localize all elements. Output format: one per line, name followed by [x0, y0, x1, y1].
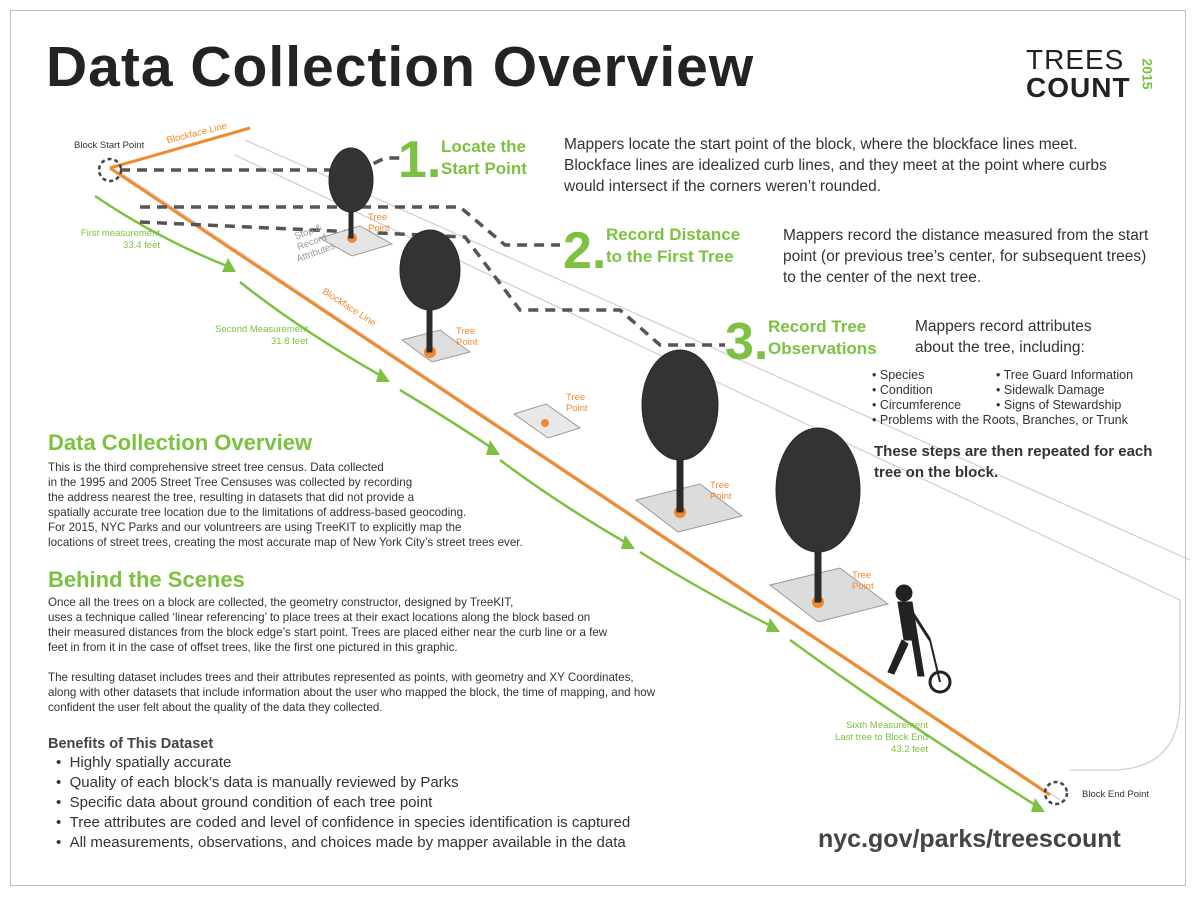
logo-word-count: COUNT — [1026, 72, 1131, 103]
attribute-stewardship: • Signs of Stewardship — [996, 398, 1122, 412]
benefits-heading: Benefits of This Dataset — [48, 736, 214, 752]
attributes-right-list: • Tree Guard Information • Sidewalk Dama… — [996, 368, 1133, 413]
step-2-title: Record Distance to the First Tree — [606, 224, 740, 268]
attribute-species: • Species — [872, 368, 925, 382]
step-2-title-line1: Record Distance — [606, 225, 741, 244]
behind-line: along with other datasets that include i… — [48, 686, 656, 699]
overview-paragraph: This is the third comprehensive street t… — [48, 460, 608, 550]
step-2-number: 2. — [563, 222, 607, 280]
block-end-label: Block End Point — [1082, 789, 1150, 800]
behind-line: Once all the trees on a block are collec… — [48, 596, 514, 609]
measurement-2: Second Measurement 31.8 feet — [186, 324, 308, 348]
list-item: • Highly spatially accurate — [56, 754, 232, 771]
attribute-condition: • Condition — [872, 383, 933, 397]
measurement-strokes — [94, 194, 1041, 810]
behind-line: The resulting dataset includes trees and… — [48, 671, 634, 684]
measurement-1: First measurement 33.4 feet — [40, 228, 160, 252]
page-frame — [10, 10, 1186, 886]
behind-heading: Behind the Scenes — [48, 567, 245, 592]
overview-line: the address nearest the tree, resulting … — [48, 491, 415, 504]
measurement-1-value: 33.4 feet — [123, 240, 160, 251]
behind-line: their measured distances from the block … — [48, 626, 608, 639]
logo-year: 2015 — [1139, 58, 1156, 90]
behind-line: uses a technique called ‘linear referenc… — [48, 611, 591, 624]
step-3-title: Record Tree Observations — [768, 316, 877, 360]
step-1-title-line2: Start Point — [441, 159, 527, 178]
attributes-left-list: • Species • Condition • Circumference — [872, 368, 961, 413]
overview-heading: Data Collection Overview — [48, 430, 313, 455]
block-end-marker — [1043, 780, 1069, 806]
overview-line: locations of street trees, creating the … — [48, 536, 523, 549]
benefits-list: • Highly spatially accurate • Quality of… — [56, 753, 630, 853]
mapper-figure — [887, 584, 952, 694]
step-3-number: 3. — [725, 313, 769, 371]
behind-paragraph-2: The resulting dataset includes trees and… — [48, 670, 738, 715]
repeat-note: These steps are then repeated for each t… — [874, 443, 1153, 481]
list-item: • Specific data about ground condition o… — [56, 794, 433, 811]
measurement-2-value: 31.8 feet — [271, 336, 308, 347]
measurement-6-label2: Last tree to Block End — [835, 732, 928, 743]
measurement-1-label: First measurement — [80, 228, 160, 239]
step-2-title-line2: to the First Tree — [606, 247, 734, 266]
overview-line: in the 1995 and 2005 Street Tree Censuse… — [48, 476, 413, 489]
attribute-sidewalk-damage: • Sidewalk Damage — [996, 383, 1105, 397]
attribute-tree-guard: • Tree Guard Information — [996, 368, 1134, 382]
behind-line: feet in from it in the case of offset tr… — [48, 641, 458, 654]
overview-line: For 2015, NYC Parks and our voluntreers … — [48, 521, 462, 534]
tree-silhouettes — [328, 147, 861, 603]
list-item: • All measurements, observations, and ch… — [56, 834, 626, 851]
list-item: • Tree attributes are coded and level of… — [56, 814, 631, 831]
tree-point-label-5: Tree Point — [852, 570, 874, 592]
sidewalk-outline — [119, 139, 1191, 801]
step-3-title-line2: Observations — [768, 339, 877, 358]
measurement-6-label: Sixth Measurement — [846, 720, 928, 731]
step-connectors — [120, 156, 725, 347]
step-3-title-line1: Record Tree — [768, 317, 867, 336]
behind-paragraph-1: Once all the trees on a block are collec… — [48, 595, 688, 655]
tree-pits — [318, 225, 890, 623]
step-1-title: Locate the Start Point — [441, 136, 527, 180]
tree-point-label-4: Tree Point — [710, 480, 732, 502]
step-2-description: Mappers record the distance measured fro… — [783, 227, 1149, 286]
measurement-6-value: 43.2 feet — [891, 744, 928, 755]
page-title: Data Collection Overview — [46, 35, 755, 99]
overview-line: This is the third comprehensive street t… — [48, 461, 384, 474]
block-start-marker — [97, 157, 123, 183]
list-item: • Quality of each block’s data is manual… — [56, 774, 459, 791]
step-1-number: 1. — [398, 131, 442, 189]
treescount-logo: TREES COUNT 2015 — [1026, 44, 1156, 104]
overview-line: spatially accurate tree location due to … — [48, 506, 467, 519]
measurement-6: Sixth Measurement Last tree to Block End… — [780, 720, 928, 756]
attribute-circumference: • Circumference — [872, 398, 962, 412]
attribute-problems: • Problems with the Roots, Branches, or … — [872, 413, 1128, 427]
step-1-description: Mappers locate the start point of the bl… — [564, 136, 1107, 195]
blockface-line — [109, 126, 1051, 797]
block-start-label: Block Start Point — [74, 140, 145, 151]
measurement-arrowheads — [222, 258, 1045, 812]
step-1-title-line1: Locate the — [441, 137, 527, 156]
behind-line: confident the user felt about the qualit… — [48, 701, 383, 714]
tree-point-label-3: Tree Point — [566, 392, 588, 414]
measurement-2-label: Second Measurement — [215, 324, 308, 335]
step-3-description: Mappers record attributes about the tree… — [915, 318, 1092, 356]
tree-point-label-2: Tree Point — [456, 326, 478, 348]
tree-point-label-1: Tree Point — [368, 212, 390, 234]
footer-url[interactable]: nyc.gov/parks/treescount — [818, 825, 1121, 853]
logo-word-trees: TREES — [1026, 44, 1125, 75]
